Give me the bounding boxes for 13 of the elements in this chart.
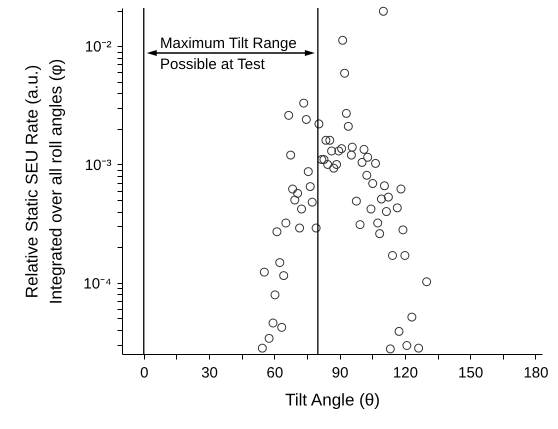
x-tick-label: 0: [140, 364, 148, 382]
x-tick-label: 180: [523, 364, 548, 382]
y-tick-label: 10⁻⁴: [83, 275, 112, 292]
x-tick-label: 30: [201, 364, 218, 382]
y-axis-title: Relative Static SEU Rate (a.u.) Integrated over all roll angles (φ): [22, 58, 66, 304]
annotation: Maximum Tilt Range Possible at Test: [160, 35, 297, 73]
y-tick-label: 10⁻³: [84, 156, 112, 174]
x-axis-title: Tilt Angle (θ): [285, 390, 380, 410]
x-tick-label: 60: [266, 364, 284, 382]
x-tick-label: 150: [458, 364, 484, 382]
y-tick-label: 10⁻²: [84, 38, 112, 56]
x-tick-label: 120: [392, 364, 418, 382]
x-tick-label: 90: [332, 364, 348, 382]
